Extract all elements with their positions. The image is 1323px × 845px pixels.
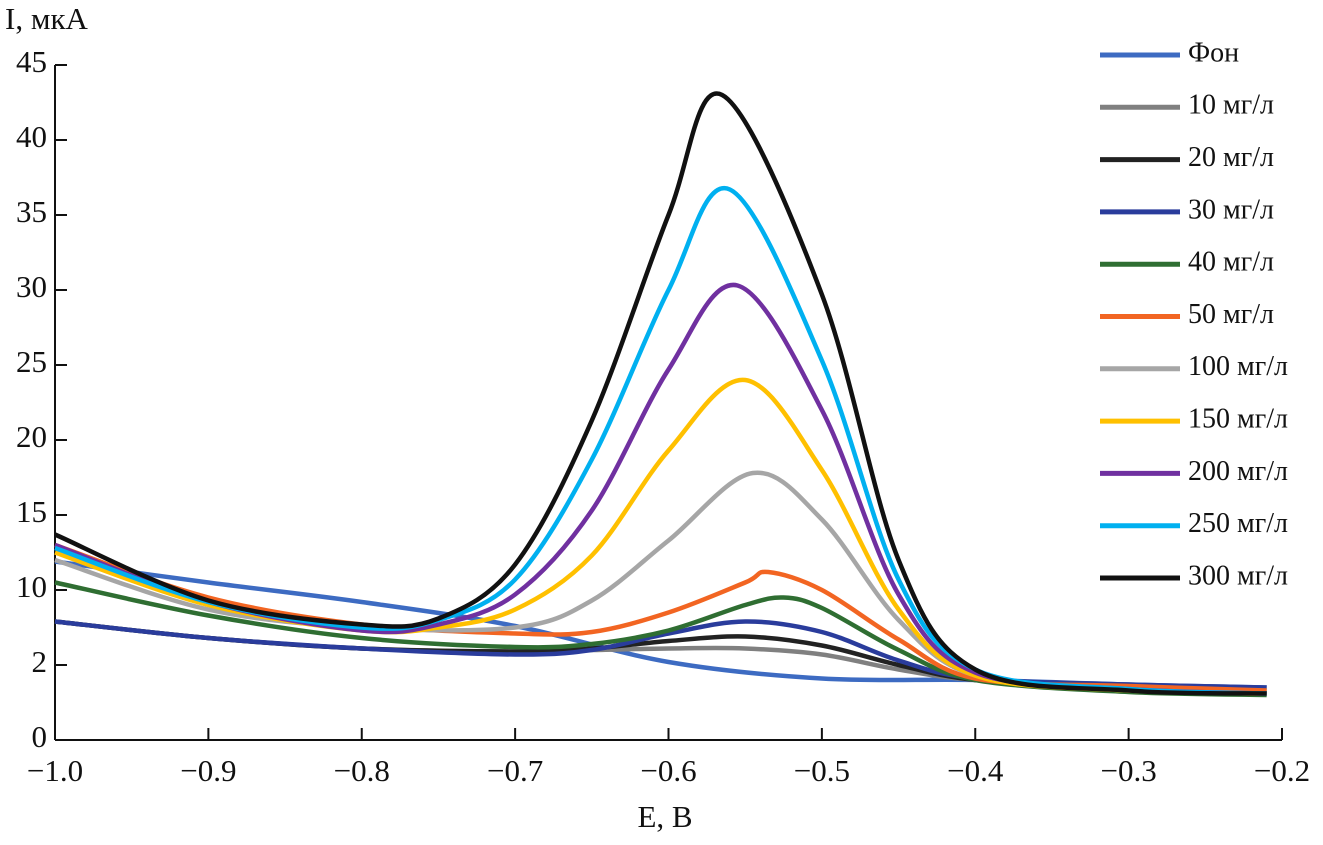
x-axis-label: E, В <box>637 799 692 834</box>
x-tick-label: −0.6 <box>640 753 696 788</box>
legend-label: 100 мг/л <box>1188 351 1288 382</box>
legend-label: 50 мг/л <box>1188 299 1274 330</box>
series-line <box>54 282 1267 696</box>
series-line <box>54 185 1267 696</box>
legend-label: 30 мг/л <box>1188 194 1274 225</box>
legend-label: 40 мг/л <box>1188 247 1274 278</box>
x-tick-label: −0.2 <box>1254 753 1310 788</box>
legend-label: 300 мг/л <box>1188 560 1288 591</box>
x-tick-label: −0.7 <box>487 753 543 788</box>
series-line <box>54 542 1267 693</box>
legend-label: 10 мг/л <box>1188 90 1274 121</box>
legend-label: 250 мг/л <box>1188 508 1288 539</box>
legend-label: 200 мг/л <box>1188 456 1288 487</box>
y-tick-label: 45 <box>16 44 47 79</box>
legend-label: 150 мг/л <box>1188 404 1288 435</box>
y-tick-label: 20 <box>16 419 47 454</box>
x-tick-label: −0.4 <box>947 753 1004 788</box>
y-tick-label: 15 <box>16 494 47 529</box>
y-tick-label: 25 <box>16 344 47 379</box>
x-tick-label: −0.5 <box>794 753 850 788</box>
y-tick-label: 35 <box>16 194 47 229</box>
legend-label: 20 мг/л <box>1188 142 1274 173</box>
y-axis-label: I, мкА <box>5 1 89 36</box>
y-tick-label: 40 <box>16 119 47 154</box>
y-tick-label: 30 <box>16 269 47 304</box>
x-tick-label: −1.0 <box>27 753 83 788</box>
legend-label: Фон <box>1188 37 1239 68</box>
y-tick-label: 10 <box>16 569 47 604</box>
x-tick-label: −0.8 <box>334 753 390 788</box>
y-tick-label: 2 <box>32 644 48 679</box>
y-tick-label: 0 <box>32 719 48 754</box>
x-tick-label: −0.9 <box>180 753 236 788</box>
series-line <box>54 559 1267 690</box>
x-tick-label: −0.3 <box>1101 753 1157 788</box>
series-line <box>54 91 1267 696</box>
